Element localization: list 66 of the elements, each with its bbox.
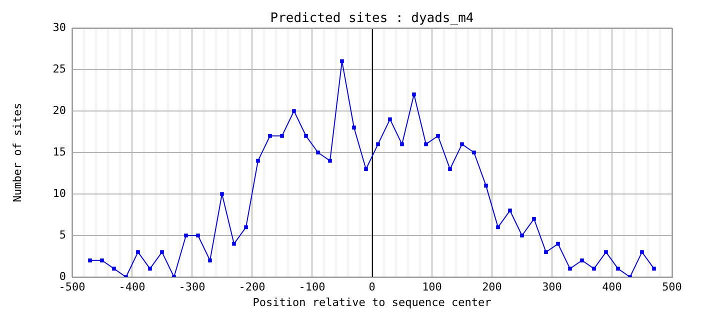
point xyxy=(460,142,464,146)
point xyxy=(232,242,236,246)
point xyxy=(100,258,104,262)
x-tick-label: 0 xyxy=(368,280,376,294)
x-axis-title: Position relative to sequence center xyxy=(252,296,492,309)
point xyxy=(268,134,272,138)
point xyxy=(640,250,644,254)
x-tick-label: -300 xyxy=(178,280,206,294)
point xyxy=(556,242,560,246)
x-tick-label: -200 xyxy=(238,280,266,294)
point xyxy=(148,266,152,271)
y-tick-label: 25 xyxy=(52,62,66,76)
x-tick-label: 400 xyxy=(602,280,622,294)
point xyxy=(484,184,488,188)
point xyxy=(352,126,356,130)
point xyxy=(448,167,452,172)
point xyxy=(376,142,380,146)
point xyxy=(280,134,284,138)
y-tick-label: 30 xyxy=(52,20,66,34)
point xyxy=(160,250,164,254)
y-tick-label: 5 xyxy=(59,228,66,242)
x-tick-label: 100 xyxy=(422,280,442,294)
point xyxy=(208,258,212,262)
y-axis-title: Number of sites xyxy=(10,102,24,202)
point xyxy=(136,250,140,254)
point xyxy=(340,59,344,64)
x-tick-label: 200 xyxy=(482,280,502,294)
x-tick-label: -500 xyxy=(58,280,86,294)
point xyxy=(424,142,428,146)
point xyxy=(568,266,572,271)
y-tick-label: 20 xyxy=(52,104,66,117)
point xyxy=(244,225,248,230)
point xyxy=(496,225,500,230)
point xyxy=(508,208,512,213)
point xyxy=(112,266,116,271)
point xyxy=(88,258,92,262)
x-tick-label: -100 xyxy=(298,280,326,294)
point xyxy=(580,258,584,262)
point xyxy=(532,216,536,221)
x-tick-label: -400 xyxy=(118,280,146,294)
y-tick-label: 0 xyxy=(59,270,66,283)
point xyxy=(604,250,608,254)
y-tick-label: 10 xyxy=(52,186,66,200)
point xyxy=(256,158,260,163)
point xyxy=(544,250,548,254)
point xyxy=(292,109,296,113)
point xyxy=(364,167,368,172)
point xyxy=(400,142,404,146)
point xyxy=(616,266,620,271)
y-tick-label: 15 xyxy=(52,145,66,158)
point xyxy=(304,134,308,138)
point xyxy=(184,234,188,238)
x-tick-label: 500 xyxy=(662,280,682,294)
x-tick-label: 300 xyxy=(542,280,562,294)
point xyxy=(412,92,416,96)
point xyxy=(436,134,440,138)
point xyxy=(520,234,524,238)
point xyxy=(316,150,320,154)
point xyxy=(388,117,392,122)
point xyxy=(652,266,656,271)
chart-title: Predicted sites : dyads_m4 xyxy=(270,10,474,26)
point xyxy=(328,158,332,163)
point xyxy=(592,266,596,271)
point xyxy=(220,192,224,196)
point xyxy=(472,150,476,154)
point xyxy=(196,234,200,238)
